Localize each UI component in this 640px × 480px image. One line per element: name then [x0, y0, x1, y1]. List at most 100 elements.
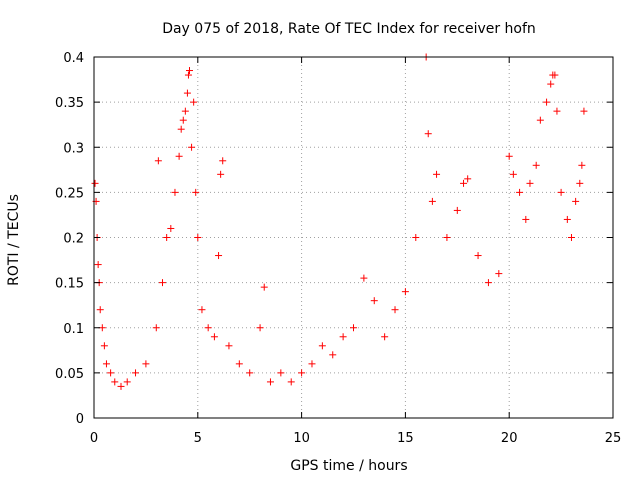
- data-point: [260, 283, 268, 291]
- data-point: [111, 378, 119, 386]
- data-point: [184, 71, 192, 79]
- data-point: [96, 306, 104, 314]
- data-point: [453, 206, 461, 214]
- data-point: [132, 369, 140, 377]
- data-point: [171, 188, 179, 196]
- data-point: [159, 279, 167, 287]
- data-point: [580, 107, 588, 115]
- x-axis-tick-labels: 0 5 10 15 20 25: [90, 431, 621, 446]
- data-point: [424, 130, 432, 138]
- y-tick-label: 0.05: [55, 367, 84, 382]
- data-point: [370, 297, 378, 305]
- data-point: [474, 252, 482, 260]
- data-point: [428, 197, 436, 205]
- data-point: [91, 179, 99, 187]
- data-point: [433, 170, 441, 178]
- data-point: [443, 234, 451, 241]
- data-point: [210, 333, 218, 341]
- chart-title: Day 075 of 2018, Rate Of TEC Index for r…: [162, 21, 536, 37]
- data-point: [246, 369, 254, 377]
- data-point: [576, 179, 584, 187]
- data-point: [509, 170, 517, 178]
- data-point: [401, 288, 409, 296]
- data-point: [167, 224, 175, 232]
- data-point: [204, 324, 212, 332]
- x-axis-label: GPS time / hours: [290, 458, 407, 474]
- data-point: [536, 116, 544, 124]
- y-tick-label: 0.35: [55, 96, 84, 111]
- data-point: [543, 98, 551, 106]
- data-point: [225, 342, 233, 350]
- y-tick-label: 0: [76, 412, 84, 427]
- x-tick-label: 0: [90, 431, 98, 446]
- y-axis-label: ROTI / TECUs: [6, 194, 22, 286]
- y-tick-label: 0.15: [55, 277, 84, 292]
- data-point: [318, 342, 326, 350]
- y-axis-tick-labels: 0 0.05 0.1 0.15 0.2 0.25 0.3 0.35 0.4: [55, 51, 84, 427]
- data-point: [563, 215, 571, 223]
- data-point: [298, 369, 306, 377]
- data-point: [350, 324, 357, 332]
- x-tick-label: 20: [501, 431, 518, 446]
- y-tick-label: 0.3: [63, 141, 84, 156]
- data-point: [412, 234, 420, 241]
- data-point: [163, 234, 171, 241]
- data-point: [215, 252, 223, 260]
- data-point: [177, 125, 185, 133]
- x-tick-label: 15: [397, 431, 414, 446]
- data-point: [192, 188, 200, 196]
- data-point: [152, 324, 160, 332]
- data-point: [123, 378, 131, 386]
- y-tick-label: 0.25: [55, 186, 84, 201]
- data-point: [339, 333, 347, 341]
- grid-lines: [94, 57, 613, 418]
- data-point: [526, 179, 534, 187]
- data-point: [100, 342, 108, 350]
- data-point: [551, 71, 559, 79]
- data-point: [142, 360, 150, 368]
- data-point: [464, 175, 472, 183]
- data-point: [181, 107, 189, 115]
- data-point: [107, 369, 115, 377]
- data-point: [117, 382, 125, 390]
- data-point: [190, 98, 198, 106]
- data-point: [154, 157, 162, 165]
- data-point: [188, 143, 196, 151]
- data-point: [198, 306, 206, 314]
- data-point: [287, 378, 295, 386]
- data-point: [572, 197, 580, 205]
- data-point: [266, 378, 274, 386]
- data-point: [179, 116, 187, 124]
- data-point: [505, 152, 513, 160]
- data-point: [235, 360, 243, 368]
- y-tick-label: 0.4: [63, 51, 84, 66]
- data-point: [219, 157, 227, 165]
- data-point: [194, 234, 202, 241]
- data-point: [256, 324, 264, 332]
- data-point: [495, 270, 503, 278]
- data-point: [484, 279, 492, 287]
- data-point: [567, 234, 575, 241]
- y-tick-label: 0.1: [63, 322, 84, 337]
- data-point: [547, 80, 555, 88]
- data-points: [91, 53, 588, 390]
- data-point: [102, 360, 110, 368]
- data-point: [381, 333, 389, 341]
- data-point: [277, 369, 285, 377]
- data-point: [516, 188, 524, 196]
- data-point: [553, 107, 561, 115]
- data-point: [391, 306, 399, 314]
- x-tick-label: 25: [605, 431, 622, 446]
- x-tick-label: 5: [194, 431, 202, 446]
- data-point: [308, 360, 316, 368]
- data-point: [329, 351, 337, 359]
- data-point: [175, 152, 183, 160]
- y-tick-label: 0.2: [63, 232, 84, 247]
- data-point: [183, 89, 191, 97]
- data-point: [522, 215, 530, 223]
- data-point: [557, 188, 565, 196]
- data-point: [532, 161, 540, 169]
- data-point: [94, 261, 102, 269]
- x-tick-label: 10: [293, 431, 310, 446]
